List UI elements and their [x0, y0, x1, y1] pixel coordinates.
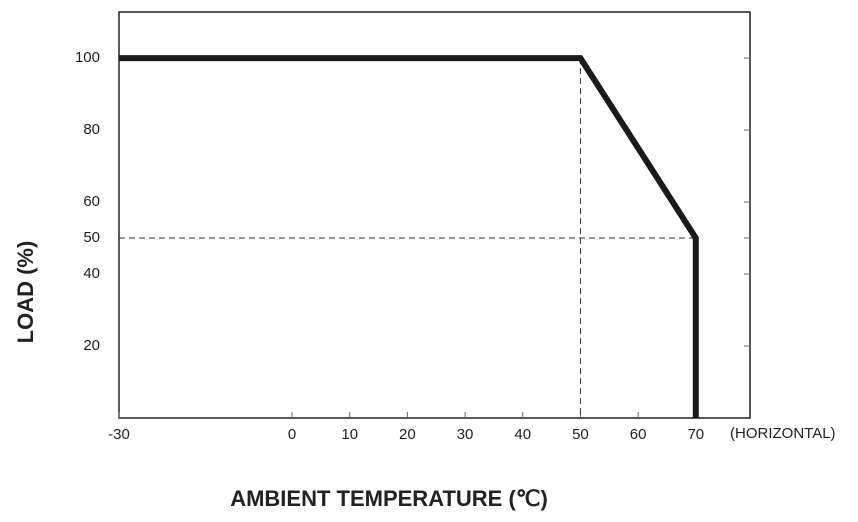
y-tick-label: 100 — [75, 49, 100, 66]
y-tick-label: 40 — [83, 265, 100, 282]
x-tick-label: 50 — [572, 426, 589, 443]
annotation: (HORIZONTAL) — [730, 425, 836, 442]
x-tick-label: 70 — [687, 426, 704, 443]
y-tick-label: 20 — [83, 337, 100, 354]
x-tick-label: 0 — [288, 426, 296, 443]
x-tick-label: 60 — [630, 426, 647, 443]
x-tick-label: 10 — [341, 426, 358, 443]
x-axis-label: AMBIENT TEMPERATURE (℃) — [230, 486, 548, 511]
y-axis-label: LOAD (%) — [13, 241, 38, 344]
plot-frame — [118, 11, 751, 419]
x-tick-label: -30 — [108, 426, 130, 443]
x-tick-label: 40 — [514, 426, 531, 443]
y-tick-label: 60 — [83, 193, 100, 210]
y-tick-label: 50 — [83, 229, 100, 246]
x-tick-label: 30 — [457, 426, 474, 443]
y-tick-label: 80 — [83, 121, 100, 138]
data-line — [119, 55, 699, 418]
x-tick-label: 20 — [399, 426, 416, 443]
